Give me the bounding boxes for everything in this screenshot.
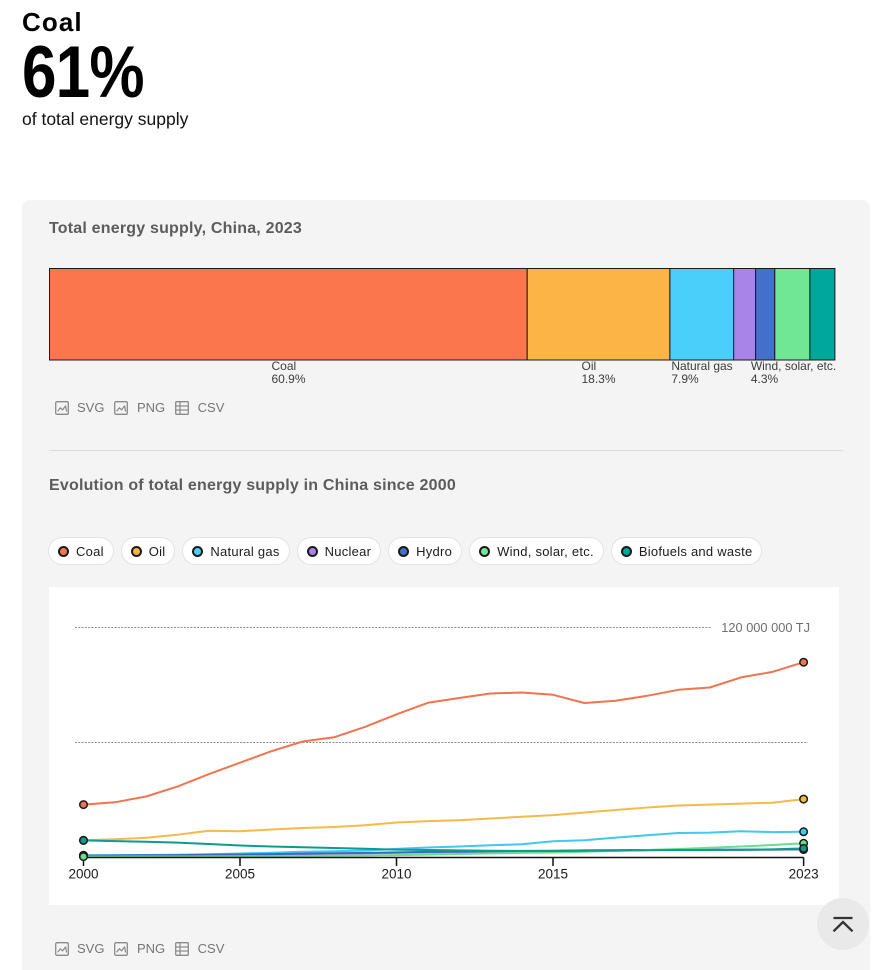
svg-text:2015: 2015	[538, 867, 568, 882]
svg-text:2005: 2005	[225, 867, 255, 882]
svg-text:2010: 2010	[381, 867, 411, 882]
svg-text:2000: 2000	[68, 867, 98, 882]
svg-text:120 000 000 TJ: 120 000 000 TJ	[721, 620, 810, 635]
svg-text:2023: 2023	[789, 867, 819, 882]
